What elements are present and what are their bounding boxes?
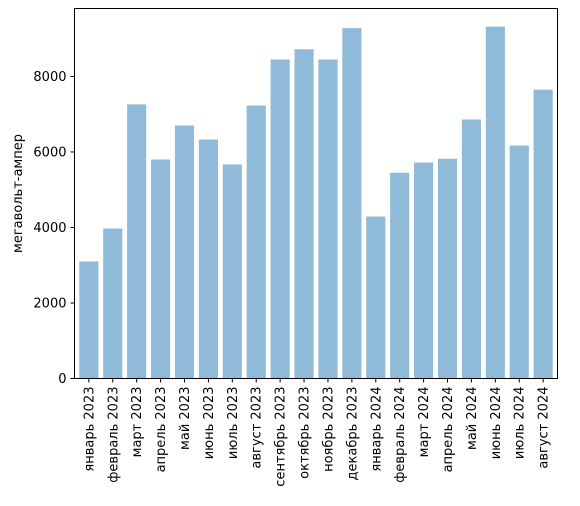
x-tick-label-5: май 2023 <box>178 387 193 450</box>
bar-18 <box>485 26 505 379</box>
x-tick-label-4: апрель 2023 <box>154 387 169 473</box>
bar-1 <box>79 261 99 379</box>
bar-17 <box>461 119 481 379</box>
x-tick-label-10: октябрь 2023 <box>298 387 313 479</box>
bar-13 <box>366 216 386 379</box>
x-tick-label-9: сентябрь 2023 <box>274 387 289 487</box>
x-tick-label-18: июнь 2024 <box>489 386 504 459</box>
x-tick-label-3: март 2023 <box>130 387 145 458</box>
x-tick-label-2: февраль 2023 <box>106 387 121 483</box>
bar-20 <box>533 89 553 379</box>
bar-15 <box>414 162 434 379</box>
bar-12 <box>342 28 362 379</box>
x-axis-ticks: январь 2023 февраль 2023 март 2023 апрель 2… <box>82 378 552 487</box>
x-tick-label-16: апрель 2024 <box>441 387 456 473</box>
x-tick-label-6: июнь 2023 <box>202 387 217 460</box>
x-tick-label-1: январь 2023 <box>82 387 97 472</box>
y-tick-label-4: 6000 <box>33 145 66 160</box>
bar-5 <box>174 125 195 379</box>
y-tick-label-3: 4000 <box>33 221 66 236</box>
y-tick-label-5: 8000 <box>33 70 66 85</box>
x-tick-label-20: август 2024 <box>537 387 552 469</box>
x-tick-label-8: август 2023 <box>250 387 265 469</box>
bar-11 <box>318 59 338 379</box>
x-tick-label-13: январь 2024 <box>369 387 384 472</box>
bar-2 <box>103 228 123 379</box>
bars-group <box>79 26 553 379</box>
x-tick-label-15: март 2024 <box>417 387 432 458</box>
bar-14 <box>390 172 410 379</box>
bar-6 <box>198 139 218 379</box>
bar-4 <box>151 159 171 379</box>
y-tick-label-1: 0 <box>58 372 66 387</box>
bar-3 <box>127 104 147 379</box>
y-tick-label-2: 2000 <box>33 296 66 311</box>
bar-8 <box>246 105 266 379</box>
x-tick-label-14: февраль 2024 <box>393 387 408 483</box>
bar-9 <box>270 59 290 379</box>
x-tick-label-19: июль 2024 <box>513 387 528 460</box>
bar-19 <box>509 145 529 379</box>
bar-10 <box>294 49 314 379</box>
bar-16 <box>437 158 458 379</box>
bar-7 <box>222 164 242 379</box>
x-tick-label-17: май 2024 <box>465 386 480 449</box>
x-tick-label-12: декабрь 2023 <box>345 387 360 481</box>
x-tick-label-7: июль 2023 <box>226 387 241 460</box>
plot-frame <box>74 8 558 379</box>
x-tick-label-11: ноябрь 2023 <box>321 387 336 472</box>
y-axis-ticks: 0 2000 4000 6000 8000 <box>33 70 75 387</box>
y-axis-label: мегавольт-ампер <box>11 134 26 253</box>
